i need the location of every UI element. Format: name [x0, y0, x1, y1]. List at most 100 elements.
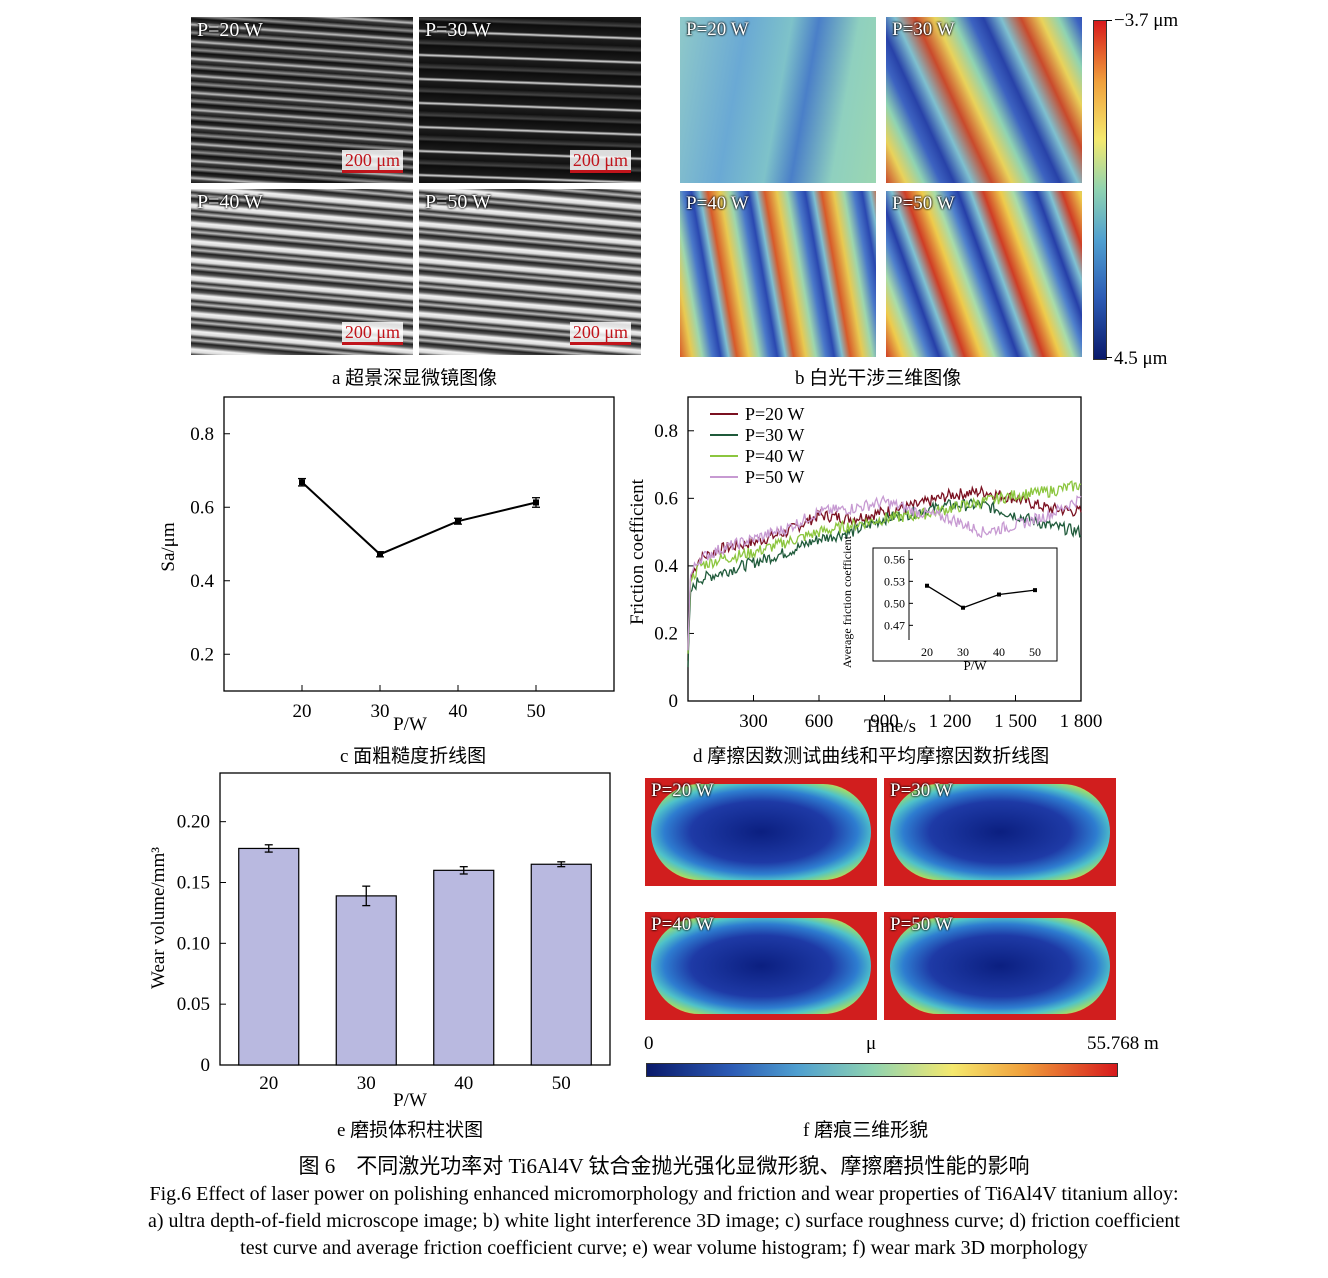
bar	[335, 895, 397, 1066]
scale-bar: 200 μm	[341, 150, 403, 173]
y-axis-label: Sa/μm	[158, 522, 179, 571]
height-colorbar	[1093, 20, 1107, 360]
wear-track	[890, 918, 1110, 1014]
power-label: P=30 W	[890, 780, 953, 801]
series-lines	[687, 480, 1082, 668]
chart-d: 300 600 900 1 200 1 500 1 800 0 0.2 0.4 0.6 0.8 P=…	[627, 396, 1102, 737]
wli-image-20w: P=20 W	[680, 17, 876, 183]
data-point	[533, 499, 539, 506]
wear-image-30w: P=30 W	[884, 778, 1116, 886]
inset-data-point	[961, 605, 965, 610]
y-tick-label: 0.4	[654, 556, 678, 577]
inset-x-tick-label: 50	[1029, 645, 1041, 659]
x-tick-label: 40	[449, 701, 468, 722]
inset-data-point	[925, 583, 929, 588]
y-tick-label: 0.2	[190, 644, 214, 665]
inset-data-point	[997, 592, 1001, 597]
scale-bar: 200 μm	[569, 322, 631, 345]
axes: 20 30 40 50 0.2 0.4 0.6 0.8	[190, 424, 545, 722]
caption-c: c 面粗糙度折线图	[340, 746, 487, 767]
caption-d: d 摩擦因数测试曲线和平均摩擦因数折线图	[693, 746, 1050, 767]
y-tick-label: 0	[201, 1055, 211, 1076]
inset-x-tick-label: 30	[957, 645, 969, 659]
figure-title-en-line2: a) ultra depth-of-field microscope image…	[148, 1210, 1180, 1232]
chart-e: 0 0.05 0.10 0.15 0.20 20 30 40 50 P/W Wear volum…	[148, 772, 611, 1111]
bar	[433, 869, 495, 1066]
axes: 300 600 900 1 200 1 500 1 800 0 0.2 0.4 0.6 0.8	[654, 421, 1102, 732]
colorbar-tick	[1106, 357, 1112, 358]
data-point	[455, 518, 461, 525]
x-tick-label: 30	[371, 701, 390, 722]
bars	[238, 844, 592, 1066]
y-tick-label: 0.10	[177, 933, 210, 954]
inset-x-tick-label: 20	[921, 645, 933, 659]
micro-image-20w: P=20 W 200 μm	[191, 17, 413, 183]
y-tick-label: 0	[669, 691, 679, 712]
y-tick-label: 0.6	[654, 488, 678, 509]
caption-a: a 超景深显微镜图像	[332, 368, 498, 389]
power-label: P=50 W	[890, 914, 953, 935]
x-tick-label: 1 200	[929, 711, 972, 732]
wear-image-40w: P=40 W	[645, 912, 877, 1020]
wear-track	[651, 918, 871, 1014]
micro-image-50w: P=50 W 200 μm	[419, 189, 641, 355]
series-line	[687, 494, 1082, 651]
colorbar-top-label: −3.7 μm	[1114, 10, 1179, 31]
wear-image-50w: P=50 W	[884, 912, 1116, 1020]
y-axis-label: Friction coefficient	[627, 478, 648, 625]
scale-bar: 200 μm	[569, 150, 631, 173]
colorbar-tick	[1106, 20, 1112, 21]
x-tick-label: 600	[805, 711, 834, 732]
x-tick-label: 50	[552, 1073, 571, 1094]
x-tick-label: 1 500	[994, 711, 1037, 732]
colorbar-bottom-label: 4.5 μm	[1114, 348, 1168, 369]
micro-image-40w: P=40 W 200 μm	[191, 189, 413, 355]
x-tick-label: 30	[357, 1073, 376, 1094]
x-tick-label: 20	[259, 1073, 278, 1094]
y-tick-label: 0.20	[177, 812, 210, 833]
wli-image-40w: P=40 W	[680, 191, 876, 357]
y-tick-label: 0.8	[190, 424, 214, 445]
power-label: P=50 W	[425, 191, 491, 213]
inset-frame	[872, 547, 1058, 662]
inset-x-label: P/W	[963, 658, 987, 673]
data-marks	[298, 477, 540, 558]
micro-image-30w: P=30 W 200 μm	[419, 17, 641, 183]
wear-track	[890, 784, 1110, 880]
inset-chart: 20 30 40 50 0.47 0.50 0.53 0.56 P/W Average frict…	[840, 535, 1041, 673]
y-tick-label: 0.6	[190, 497, 214, 518]
wear-track	[651, 784, 871, 880]
legend: P=20 WP=30 WP=40 WP=50 W	[710, 404, 804, 487]
x-axis-label: P/W	[393, 714, 427, 735]
data-point	[377, 551, 383, 558]
inset-y-label: Average friction coefficient	[840, 535, 854, 668]
caption-b: b 白光干涉三维图像	[795, 368, 962, 389]
depth-colorbar	[646, 1063, 1118, 1077]
inset-data-point	[1033, 588, 1037, 593]
wear-image-20w: P=20 W	[645, 778, 877, 886]
legend-label: P=50 W	[745, 467, 804, 487]
colorbar-min-label: 0	[644, 1033, 654, 1054]
legend-label: P=40 W	[745, 446, 804, 466]
wli-image-50w: P=50 W	[886, 191, 1082, 357]
inset-y-tick-label: 0.53	[884, 574, 905, 588]
y-tick-label: 0.4	[190, 571, 214, 592]
y-tick-label: 0.15	[177, 873, 210, 894]
x-tick-label: 1 800	[1060, 711, 1103, 732]
y-tick-label: 0.8	[654, 421, 678, 442]
figure-title-en-line3: test curve and average friction coeffici…	[240, 1237, 1088, 1259]
x-tick-label: 20	[293, 701, 312, 722]
colorbar-mid-label: μ	[866, 1033, 877, 1054]
x-axis-label: Time/s	[864, 716, 916, 737]
power-label: P=50 W	[892, 193, 955, 214]
legend-label: P=20 W	[745, 404, 804, 424]
figure-title-cn: 图 6 不同激光功率对 Ti6Al4V 钛合金抛光强化显微形貌、摩擦磨损性能的影…	[298, 1154, 1030, 1178]
caption-f: f 磨痕三维形貌	[803, 1120, 929, 1141]
y-axis-label: Wear volume/mm³	[148, 847, 169, 989]
power-label: P=20 W	[651, 780, 714, 801]
chart-c: 20 30 40 50 0.2 0.4 0.6 0.8 P/W Sa/μm	[158, 396, 615, 735]
power-label: P=20 W	[197, 19, 263, 41]
x-axis-label: P/W	[393, 1090, 427, 1111]
plot-frame	[223, 396, 615, 692]
x-tick-label: 900	[870, 711, 899, 732]
